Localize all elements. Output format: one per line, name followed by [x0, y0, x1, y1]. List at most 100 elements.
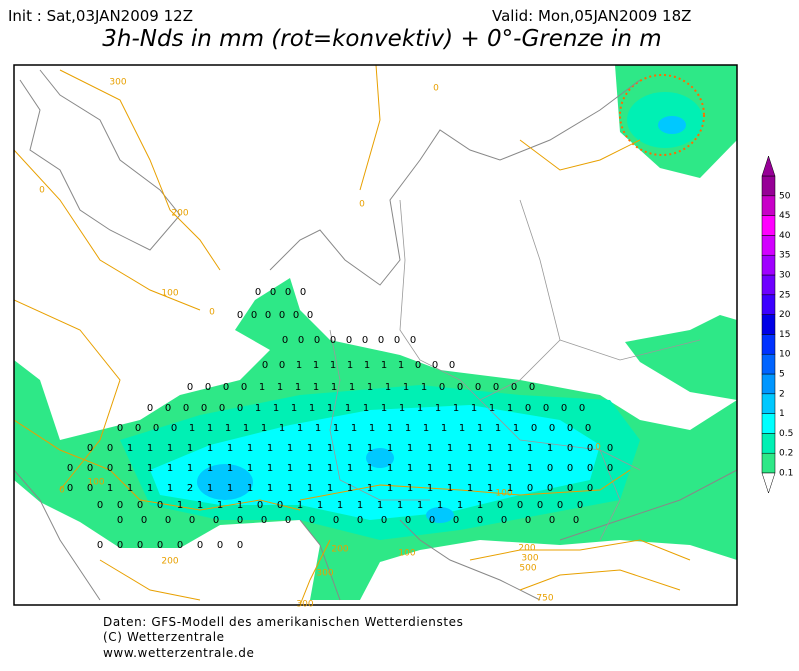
precip-value: 1: [297, 423, 303, 434]
precip-value: 1: [447, 463, 453, 474]
precip-value: 0: [183, 403, 189, 414]
colorbar-label: 20: [779, 310, 791, 320]
precip-value: 1: [487, 463, 493, 474]
precip-value: 0: [314, 335, 320, 346]
precip-value: 1: [255, 403, 261, 414]
precip-value: 0: [293, 310, 299, 321]
precip-value: 0: [453, 515, 459, 526]
precip-value: 1: [247, 463, 253, 474]
precip-value: 1: [287, 463, 293, 474]
precip-value: 0: [251, 310, 257, 321]
precip-value: 0: [97, 500, 103, 511]
contour-label: 100: [398, 549, 415, 559]
precip-value: 0: [189, 515, 195, 526]
precip-value: 0: [285, 287, 291, 298]
contour-label: 100: [87, 478, 104, 488]
precip-value: 1: [397, 500, 403, 511]
precip-value: 0: [449, 360, 455, 371]
precip-value: 1: [435, 403, 441, 414]
precip-value: 1: [295, 382, 301, 393]
precip-value: 1: [309, 403, 315, 414]
precip-value: 0: [87, 443, 93, 454]
precip-value: 0: [432, 360, 438, 371]
precip-value: 1: [297, 500, 303, 511]
precip-value: 1: [330, 360, 336, 371]
precip-value: 1: [495, 423, 501, 434]
precip-value: 0: [567, 443, 573, 454]
contour-label: 0: [359, 200, 365, 210]
convective-outline: [619, 74, 705, 156]
footer-source: Daten: GFS-Modell des amerikanischen Wet…: [103, 615, 464, 629]
precip-value: 1: [107, 483, 113, 494]
precip-value: 0: [307, 310, 313, 321]
precip-value: 0: [117, 515, 123, 526]
precip-value: 0: [241, 382, 247, 393]
precip-value: 0: [529, 382, 535, 393]
precip-value: 1: [447, 443, 453, 454]
precip-value: 0: [157, 500, 163, 511]
contour-label: 200: [171, 209, 188, 219]
precip-value: 1: [351, 423, 357, 434]
colorbar-segment: [761, 393, 776, 414]
precip-value: 0: [165, 515, 171, 526]
contour-label: 500: [519, 564, 536, 574]
precip-value: 1: [427, 483, 433, 494]
colorbar-label: 2: [779, 389, 785, 399]
precip-value: 1: [527, 463, 533, 474]
precip-value: 0: [607, 463, 613, 474]
precip-value: 1: [307, 483, 313, 494]
precip-value: 1: [507, 463, 513, 474]
precip-value: 0: [429, 515, 435, 526]
precip-value: 0: [410, 335, 416, 346]
precip-value: 0: [67, 483, 73, 494]
precip-value: 1: [387, 483, 393, 494]
precip-value: 1: [507, 443, 513, 454]
precip-value: 1: [147, 483, 153, 494]
precip-value: 1: [347, 463, 353, 474]
precip-value: 1: [187, 463, 193, 474]
precip-value: 1: [259, 382, 265, 393]
precip-value: 1: [417, 403, 423, 414]
precip-value: 1: [377, 500, 383, 511]
precip-value: 1: [427, 463, 433, 474]
precip-value: 1: [357, 500, 363, 511]
precip-value: 0: [285, 515, 291, 526]
contour-label: 300: [316, 569, 333, 579]
precip-value: 1: [327, 443, 333, 454]
precip-value: 0: [547, 483, 553, 494]
precip-value: 1: [453, 403, 459, 414]
colorbar-label: 0.5: [779, 429, 793, 439]
precip-value: 0: [219, 403, 225, 414]
colorbar-segment: [761, 195, 776, 216]
precip-value: 1: [177, 500, 183, 511]
borders: [329, 199, 701, 541]
precip-value: 0: [561, 403, 567, 414]
precip-value: 1: [407, 443, 413, 454]
precip-value: 1: [225, 423, 231, 434]
contour-label: 300: [109, 78, 126, 88]
precip-value: 1: [313, 382, 319, 393]
precip-value: 0: [333, 515, 339, 526]
precip-core: [366, 448, 394, 468]
precip-value: 1: [227, 463, 233, 474]
precip-value: 0: [475, 382, 481, 393]
precip-value: 0: [330, 335, 336, 346]
precip-value: 1: [364, 360, 370, 371]
colorbar-label: 5: [779, 370, 785, 380]
precip-value: 1: [457, 500, 463, 511]
precip-value: 1: [243, 423, 249, 434]
precip-value: 1: [217, 500, 223, 511]
precip-value: 0: [117, 423, 123, 434]
precip-value: 1: [547, 443, 553, 454]
precip-value: 1: [369, 423, 375, 434]
precip-value: 0: [223, 382, 229, 393]
precip-value: 0: [265, 310, 271, 321]
precip-value: 1: [207, 463, 213, 474]
precip-value: 1: [331, 382, 337, 393]
colorbar-label: 40: [779, 231, 791, 241]
precip-value: 1: [227, 483, 233, 494]
precip-value: 1: [467, 443, 473, 454]
precip-value: 0: [531, 423, 537, 434]
precip-value: 2: [187, 483, 193, 494]
precip-value: 0: [187, 382, 193, 393]
